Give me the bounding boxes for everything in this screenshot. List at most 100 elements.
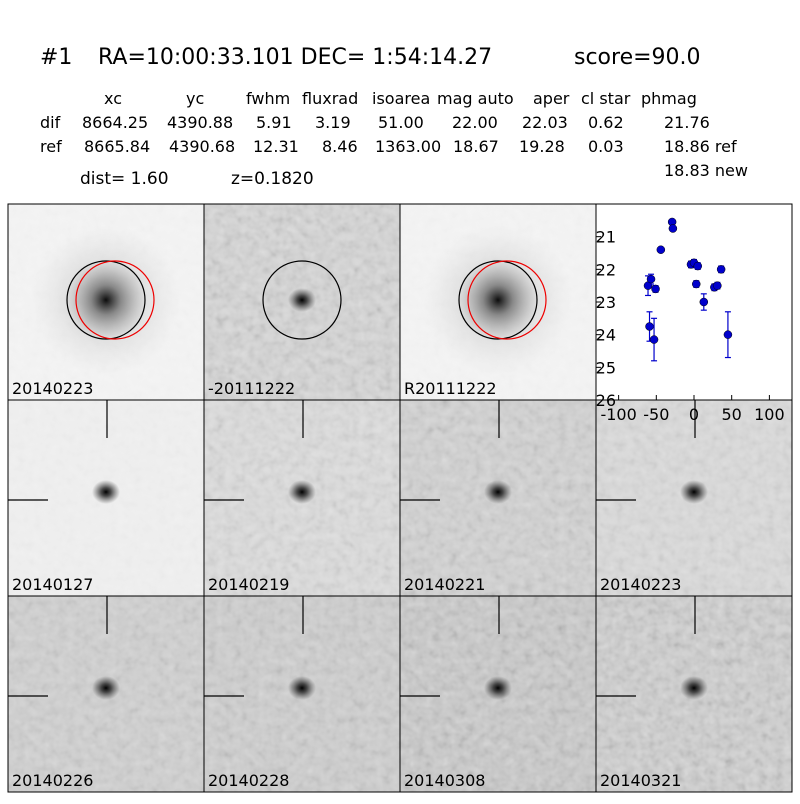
- source: [680, 480, 708, 504]
- x-tick-label: -100: [600, 405, 636, 424]
- image-panel: R20111222: [399, 203, 597, 401]
- column-header: phmag: [641, 89, 697, 108]
- redshift: z=0.1820: [231, 169, 314, 189]
- table-cell: 0.03: [588, 137, 624, 156]
- row-label: dif: [40, 113, 61, 132]
- table-cell: 4390.88: [167, 113, 233, 132]
- table-cell: 21.76: [664, 113, 710, 132]
- column-header: isoarea: [372, 89, 430, 108]
- table-cell: 5.91: [256, 113, 292, 132]
- point: [713, 281, 722, 290]
- source: [288, 288, 316, 312]
- table-cell: 8664.25: [82, 113, 148, 132]
- table-cell: 0.62: [588, 113, 624, 132]
- phmag-new: 18.83 new: [664, 161, 748, 180]
- panel-label: 20140226: [12, 771, 93, 790]
- image-panel: 20140223: [595, 399, 793, 597]
- panel-label: 20140223: [600, 575, 681, 594]
- image-panel: 20140221: [399, 399, 597, 597]
- source: [484, 480, 512, 504]
- point: [668, 224, 678, 233]
- y-tick-label: 23: [596, 293, 616, 312]
- aperture: [458, 260, 538, 340]
- point: [651, 284, 660, 294]
- image-panel: 20140228: [203, 595, 401, 793]
- image-panel: 20140127: [7, 399, 205, 597]
- panel-label: 20140321: [600, 771, 681, 790]
- source: [484, 676, 512, 700]
- aperture-ref: [467, 260, 547, 340]
- table-cell: 3.19: [315, 113, 351, 132]
- point: [693, 261, 703, 271]
- point: [716, 265, 726, 274]
- score: score=90.0: [574, 45, 701, 70]
- column-header: cl star: [581, 89, 631, 108]
- panel-label: 20140127: [12, 575, 93, 594]
- panel-label: 20140219: [208, 575, 289, 594]
- y-tick-label: 26: [596, 391, 616, 410]
- panel-label: 20140228: [208, 771, 289, 790]
- x-tick-label: 50: [722, 405, 742, 424]
- source: [680, 676, 708, 700]
- table-cell: 18.67: [453, 137, 499, 156]
- table-cell: 22.00: [452, 113, 498, 132]
- aperture-ref: [75, 260, 155, 340]
- column-header: xc: [104, 89, 122, 108]
- x-tick-label: 100: [754, 405, 785, 424]
- table-cell: 1363.00: [375, 137, 441, 156]
- galaxy: [31, 225, 181, 375]
- table-cell: 51.00: [378, 113, 424, 132]
- table-cell: 12.31: [253, 137, 299, 156]
- image-panel: 20140226: [7, 595, 205, 793]
- galaxy: [423, 225, 573, 375]
- panel-label: R20111222: [404, 379, 497, 398]
- distance: dist= 1.60: [80, 169, 169, 189]
- panel-label: 20140221: [404, 575, 485, 594]
- candidate-id: #1: [40, 45, 72, 70]
- x-tick-label: -50: [643, 405, 669, 424]
- point: [692, 279, 701, 289]
- source: [288, 676, 316, 700]
- plot-bg: [595, 203, 793, 401]
- panel-label: -20111222: [208, 379, 295, 398]
- column-header: aper: [533, 89, 570, 108]
- point: [723, 330, 733, 339]
- point: [656, 245, 666, 254]
- column-header: yc: [186, 89, 204, 108]
- column-header: fluxrad: [302, 89, 358, 108]
- row-label: ref: [40, 137, 62, 156]
- y-tick-label: 25: [596, 358, 616, 377]
- image-panel: -20111222: [203, 203, 401, 401]
- image-panel: 20140219: [203, 399, 401, 597]
- source: [288, 480, 316, 504]
- panel-label: 20140223: [12, 379, 93, 398]
- aperture: [262, 260, 342, 340]
- table-cell: 4390.68: [169, 137, 235, 156]
- table-cell: 18.86 ref: [664, 137, 737, 156]
- point: [645, 322, 654, 331]
- table-cell: 8.46: [322, 137, 358, 156]
- x-tick-label: 0: [689, 405, 699, 424]
- point: [649, 335, 659, 344]
- y-tick-label: 24: [596, 326, 616, 345]
- image-panel: 20140223: [7, 203, 205, 401]
- point: [646, 274, 656, 284]
- table-cell: 19.28: [519, 137, 565, 156]
- column-header: fwhm: [246, 89, 290, 108]
- panel-frame: [595, 595, 793, 793]
- table-cell: 22.03: [522, 113, 568, 132]
- aperture: [66, 260, 146, 340]
- table-cell: 8665.84: [84, 137, 150, 156]
- point: [699, 297, 709, 307]
- image-panel: 20140308: [399, 595, 597, 793]
- column-header: mag auto: [437, 89, 514, 108]
- y-tick-label: 21: [596, 228, 616, 247]
- source: [92, 480, 120, 504]
- image-panel: 20140321: [595, 595, 793, 793]
- panel-label: 20140308: [404, 771, 485, 790]
- coordinates: RA=10:00:33.101 DEC= 1:54:14.27: [98, 45, 492, 70]
- source: [92, 676, 120, 700]
- y-tick-label: 22: [596, 260, 616, 279]
